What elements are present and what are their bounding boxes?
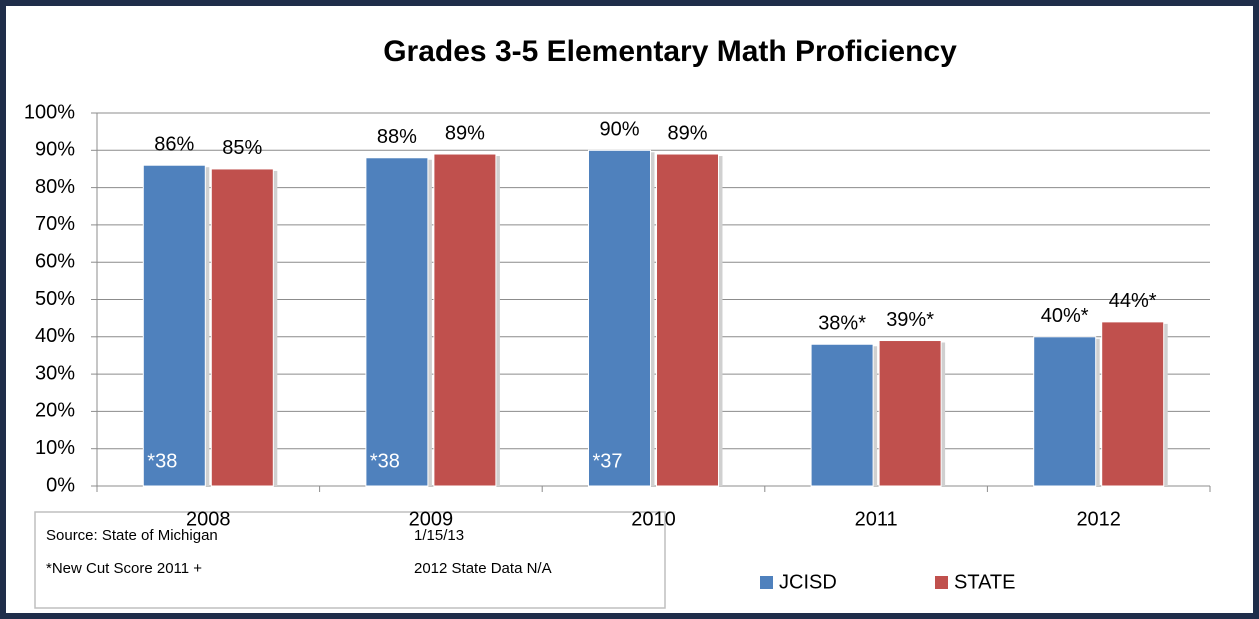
x-tick-label: 2010 xyxy=(631,508,676,530)
source-box xyxy=(34,511,666,609)
bar xyxy=(210,168,274,487)
y-tick-label: 60% xyxy=(35,250,75,272)
y-tick-label: 20% xyxy=(35,400,75,422)
legend-swatch xyxy=(935,576,948,589)
source-text: 1/15/13 xyxy=(414,527,464,544)
y-tick-label: 30% xyxy=(35,362,75,384)
y-tick-label: 40% xyxy=(35,325,75,347)
bar xyxy=(1101,321,1165,487)
bar-note: *37 xyxy=(593,450,623,472)
data-label: 40%* xyxy=(1041,305,1089,327)
x-tick-label: 2009 xyxy=(409,508,454,530)
x-tick-label: 2011 xyxy=(855,508,898,530)
chart-title: Grades 3-5 Elementary Math Proficiency xyxy=(383,35,957,68)
y-tick-label: 90% xyxy=(35,139,75,161)
y-tick-label: 10% xyxy=(35,437,75,459)
bar xyxy=(1033,336,1097,487)
data-label: 90% xyxy=(599,119,639,141)
bar xyxy=(365,157,429,487)
source-text: 2012 State Data N/A xyxy=(414,560,552,577)
bar xyxy=(433,153,497,487)
y-tick-label: 70% xyxy=(35,213,75,235)
bar xyxy=(656,153,719,487)
y-tick-label: 50% xyxy=(35,288,75,310)
y-tick-label: 80% xyxy=(35,176,75,198)
legend-swatch xyxy=(760,576,773,589)
x-tick-label: 2008 xyxy=(186,508,231,530)
data-label: 88% xyxy=(377,126,417,148)
legend-label: JCISD xyxy=(779,571,837,593)
bar xyxy=(878,340,942,487)
data-label: 44%* xyxy=(1109,290,1157,312)
x-tick-label: 2012 xyxy=(1076,508,1121,530)
source-text: Source: State of Michigan xyxy=(46,527,218,544)
data-label: 89% xyxy=(667,122,707,144)
bar xyxy=(142,164,206,487)
data-label: 89% xyxy=(445,122,485,144)
bar xyxy=(810,343,874,487)
data-label: 38%* xyxy=(818,313,866,335)
bar-note: *38 xyxy=(370,450,400,472)
data-label: 86% xyxy=(154,134,194,156)
y-tick-label: 0% xyxy=(46,474,75,496)
source-text: *New Cut Score 2011 + xyxy=(46,560,202,577)
legend-label: STATE xyxy=(954,571,1015,593)
bar-note: *38 xyxy=(147,450,177,472)
data-label: 85% xyxy=(222,137,262,159)
bar xyxy=(588,149,651,487)
y-tick-label: 100% xyxy=(24,101,75,123)
data-label: 39%* xyxy=(886,309,934,331)
